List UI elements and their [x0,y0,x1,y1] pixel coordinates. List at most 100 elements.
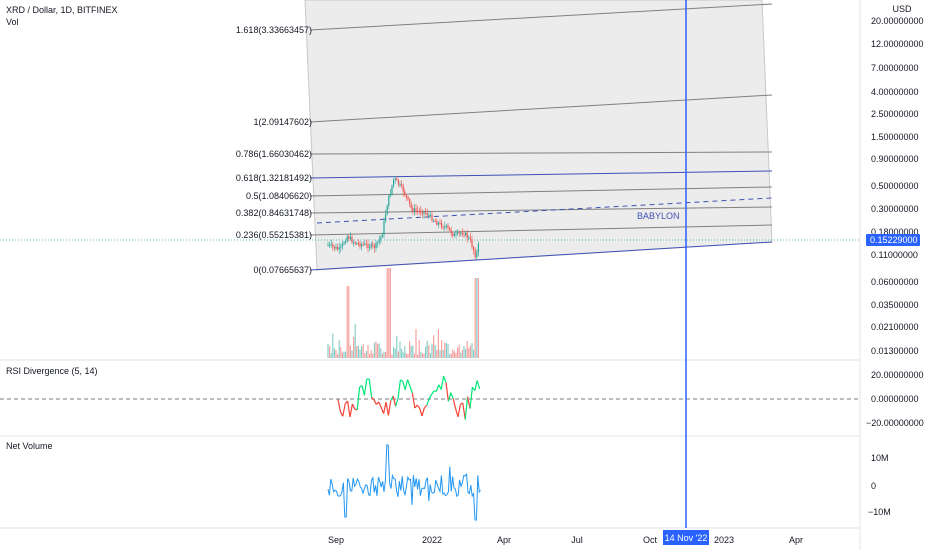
candle-body [337,247,339,250]
rsi-segment [467,396,471,409]
price-axis-tick: 0.18000000 [871,227,919,237]
candle-body [461,233,463,235]
net-volume-line [327,444,481,521]
candle-body [327,244,329,246]
volume-bar [461,350,463,358]
fib-level-label: 0.382(0.84631748) [236,208,312,218]
rsi-segment [431,390,435,395]
time-axis-tick: 2022 [422,535,442,545]
price-axis-tick: 0.01300000 [871,346,919,356]
volume-bar [354,323,356,358]
rsi-segment [385,401,389,416]
volume-bar [452,349,454,358]
rsi-segment [392,395,397,407]
candle-body [418,210,420,212]
volume-bar [471,343,473,358]
candle-body [399,184,401,186]
rsi-segment [400,379,404,382]
volume-bar [375,341,377,358]
rsi-segment [347,400,351,418]
volume-bar [465,348,467,358]
rsi-segment [464,396,469,420]
volume-bar [449,354,451,358]
channel-midline [316,197,773,224]
price-axis-tick: 12.00000000 [871,39,924,49]
candle-body [449,227,451,230]
rsi-segment [407,379,411,387]
candle-body [389,193,391,196]
candle-body [471,239,473,248]
net-volume-pane-title[interactable]: Net Volume [6,441,53,451]
fib-level-line [309,94,773,123]
price-axis-tick: 1.50000000 [871,132,919,142]
candle-body [468,237,470,239]
candle-body [460,233,462,235]
rsi-segment [363,378,368,396]
rsi-segment [443,375,447,383]
candle-body [340,246,342,248]
candle-body [431,214,433,221]
volume-bar [415,329,417,358]
candle-body [396,178,398,180]
candle-body [335,247,337,249]
candle-body [466,232,468,238]
rsi-segment [404,379,409,390]
volume-bar [359,349,361,358]
rsi-segment [474,380,478,391]
candle-body [409,199,411,204]
symbol-title[interactable]: XRD / Dollar, 1D, BITFINEX [6,5,118,15]
volume-bar [410,346,412,358]
candle-body [457,232,459,234]
volume-bar [433,335,435,358]
volume-bar [474,278,476,358]
candle-body [388,195,390,206]
rsi-axis-tick: −20.00000000 [866,418,924,428]
volume-bar [425,346,427,358]
volume-bar [353,336,355,358]
candle-body [397,179,399,185]
rsi-segment [423,404,428,409]
candle-body [415,208,417,211]
volume-bar [455,352,457,358]
volume-bar [450,353,452,358]
fib-level-label: 0(0.07665637) [253,265,312,275]
candle-body [361,244,363,247]
price-axis-tick: 0.50000000 [871,181,919,191]
rsi-segment [387,400,392,416]
volume-bar [426,340,428,358]
volume-legend[interactable]: Vol [6,17,19,27]
volume-bar [476,278,478,358]
candle-body [437,222,439,225]
volume-bar [437,329,439,358]
candle-body [433,220,435,222]
candle-body [338,247,340,250]
rsi-segment [421,407,425,417]
price-axis-tick: 0.11000000 [871,250,918,260]
rsi-pane-title[interactable]: RSI Divergence (5, 14) [6,366,98,376]
price-axis-tick: 0.03500000 [871,300,919,310]
volume-bar [356,346,358,358]
price-axis-tick: 0.90000000 [871,154,919,164]
candle-body [445,225,447,227]
fib-zone [304,0,773,271]
time-axis-tick: Oct [643,535,658,545]
rsi-segment [383,401,387,414]
fib-level-label: 1(2.09147602) [253,117,312,127]
volume-bar [468,347,470,358]
last-price-value: 0.15229000 [870,235,918,245]
volume-bar [369,353,371,358]
rsi-segment [409,386,413,394]
candle-body [359,243,361,247]
rsi-segment [428,394,433,399]
candle-body [477,243,479,253]
volume-bar [457,347,459,358]
fib-level-line [309,3,773,31]
candle-body [404,191,406,196]
candle-body [380,236,382,240]
candle-body [429,214,431,216]
volume-bar [373,342,375,358]
volume-bar [345,351,347,358]
fib-level-line [309,170,773,179]
time-axis-tick: Jul [571,535,583,545]
